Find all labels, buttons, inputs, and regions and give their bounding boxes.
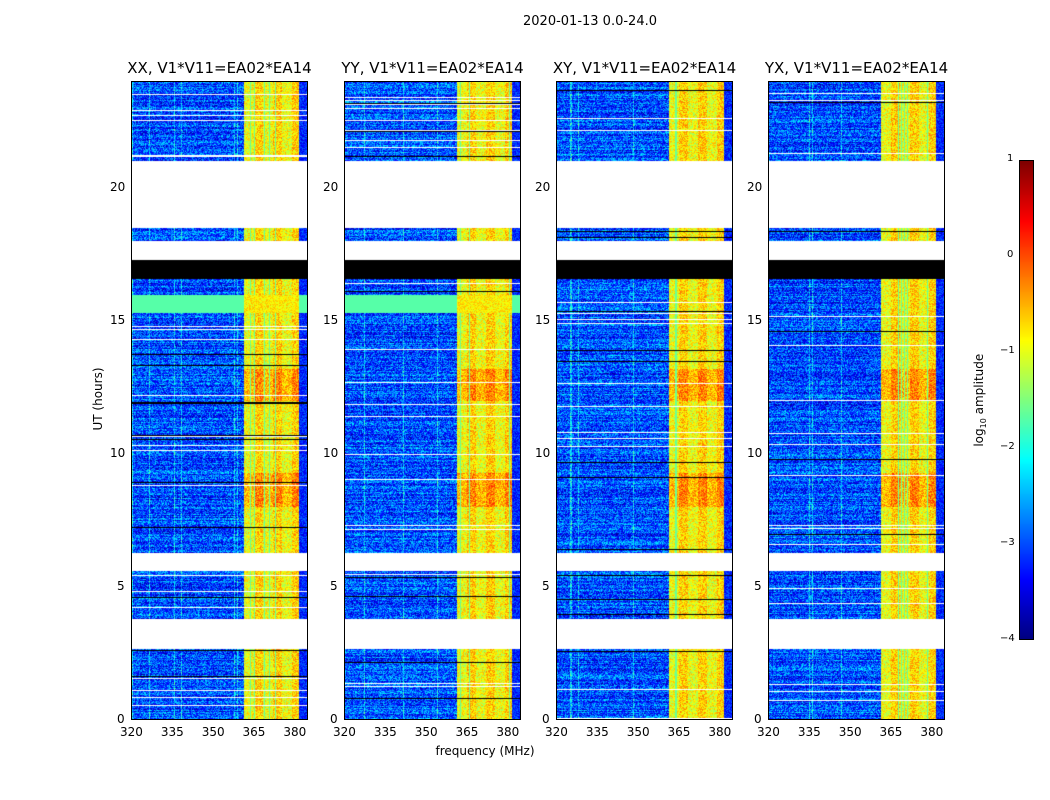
- x-tick-label: 365: [667, 725, 691, 739]
- x-tick-label: 335: [585, 725, 609, 739]
- y-tick-label: 0: [117, 712, 125, 726]
- x-tick-label: 320: [757, 725, 780, 739]
- x-tick-label: 380: [920, 725, 944, 739]
- y-axis-label: UT (hours): [91, 367, 105, 431]
- x-tick-label: 380: [708, 725, 732, 739]
- x-tick-label: 320: [545, 725, 568, 739]
- panel-title: XX, V1*V11=EA02*EA14: [127, 59, 312, 77]
- y-tick-label: 15: [323, 312, 339, 327]
- x-tick-label: 365: [455, 725, 479, 739]
- y-tick-label: 20: [747, 179, 763, 194]
- x-tick-label: 380: [496, 725, 520, 739]
- x-tick-label: 335: [373, 725, 397, 739]
- y-tick-label: 5: [754, 578, 762, 593]
- panel-yx: [768, 81, 945, 720]
- x-tick-label: 350: [626, 725, 650, 739]
- panel-title: XY, V1*V11=EA02*EA14: [552, 59, 737, 77]
- panel-title: YY, V1*V11=EA02*EA14: [341, 59, 524, 77]
- colorbar-tick-label: 1: [1007, 153, 1014, 164]
- x-tick-label: 365: [879, 725, 903, 739]
- y-tick-label: 5: [330, 578, 338, 593]
- x-tick-label: 350: [414, 725, 438, 739]
- colorbar-tick-label: −3: [1000, 537, 1015, 548]
- y-tick-label: 15: [747, 312, 763, 327]
- colorbar-tick-label: −4: [1000, 633, 1015, 644]
- y-tick-label: 10: [110, 445, 126, 460]
- y-tick-label: 15: [110, 312, 126, 327]
- y-tick-label: 20: [110, 179, 126, 194]
- x-tick-label: 350: [838, 725, 862, 739]
- x-tick-label: 380: [283, 725, 307, 739]
- colorbar-tick-label: 0: [1007, 249, 1014, 260]
- figure-title: 2020-01-13 0.0-24.0: [523, 14, 657, 29]
- heatmap-image: [345, 82, 520, 719]
- panel-yy: [344, 81, 521, 720]
- x-tick-label: 350: [201, 725, 225, 739]
- x-tick-label: 365: [242, 725, 266, 739]
- panel-title: YX, V1*V11=EA02*EA14: [764, 59, 949, 77]
- y-tick-label: 15: [535, 312, 551, 327]
- heatmap-image: [557, 82, 732, 719]
- x-tick-label: 335: [797, 725, 821, 739]
- colorbar: [1019, 160, 1034, 640]
- heatmap-image: [132, 82, 307, 719]
- x-tick-label: 320: [120, 725, 143, 739]
- y-tick-label: 0: [330, 712, 338, 726]
- colorbar-tick-label: −2: [1000, 441, 1015, 452]
- y-tick-label: 5: [542, 578, 550, 593]
- colorbar-tick-label: −1: [1000, 345, 1015, 356]
- y-tick-label: 10: [535, 445, 551, 460]
- y-tick-label: 0: [754, 712, 762, 726]
- panel-xx: [131, 81, 308, 720]
- y-tick-label: 10: [747, 445, 763, 460]
- heatmap-image: [769, 82, 944, 719]
- y-tick-label: 20: [323, 179, 339, 194]
- y-tick-label: 5: [117, 578, 125, 593]
- colorbar-label: log10 amplitude: [971, 353, 989, 447]
- y-tick-label: 20: [535, 179, 551, 194]
- x-tick-label: 320: [333, 725, 356, 739]
- y-tick-label: 10: [323, 445, 339, 460]
- panel-xy: [556, 81, 733, 720]
- x-tick-label: 335: [160, 725, 184, 739]
- y-tick-label: 0: [542, 712, 550, 726]
- x-axis-label: frequency (MHz): [435, 744, 535, 758]
